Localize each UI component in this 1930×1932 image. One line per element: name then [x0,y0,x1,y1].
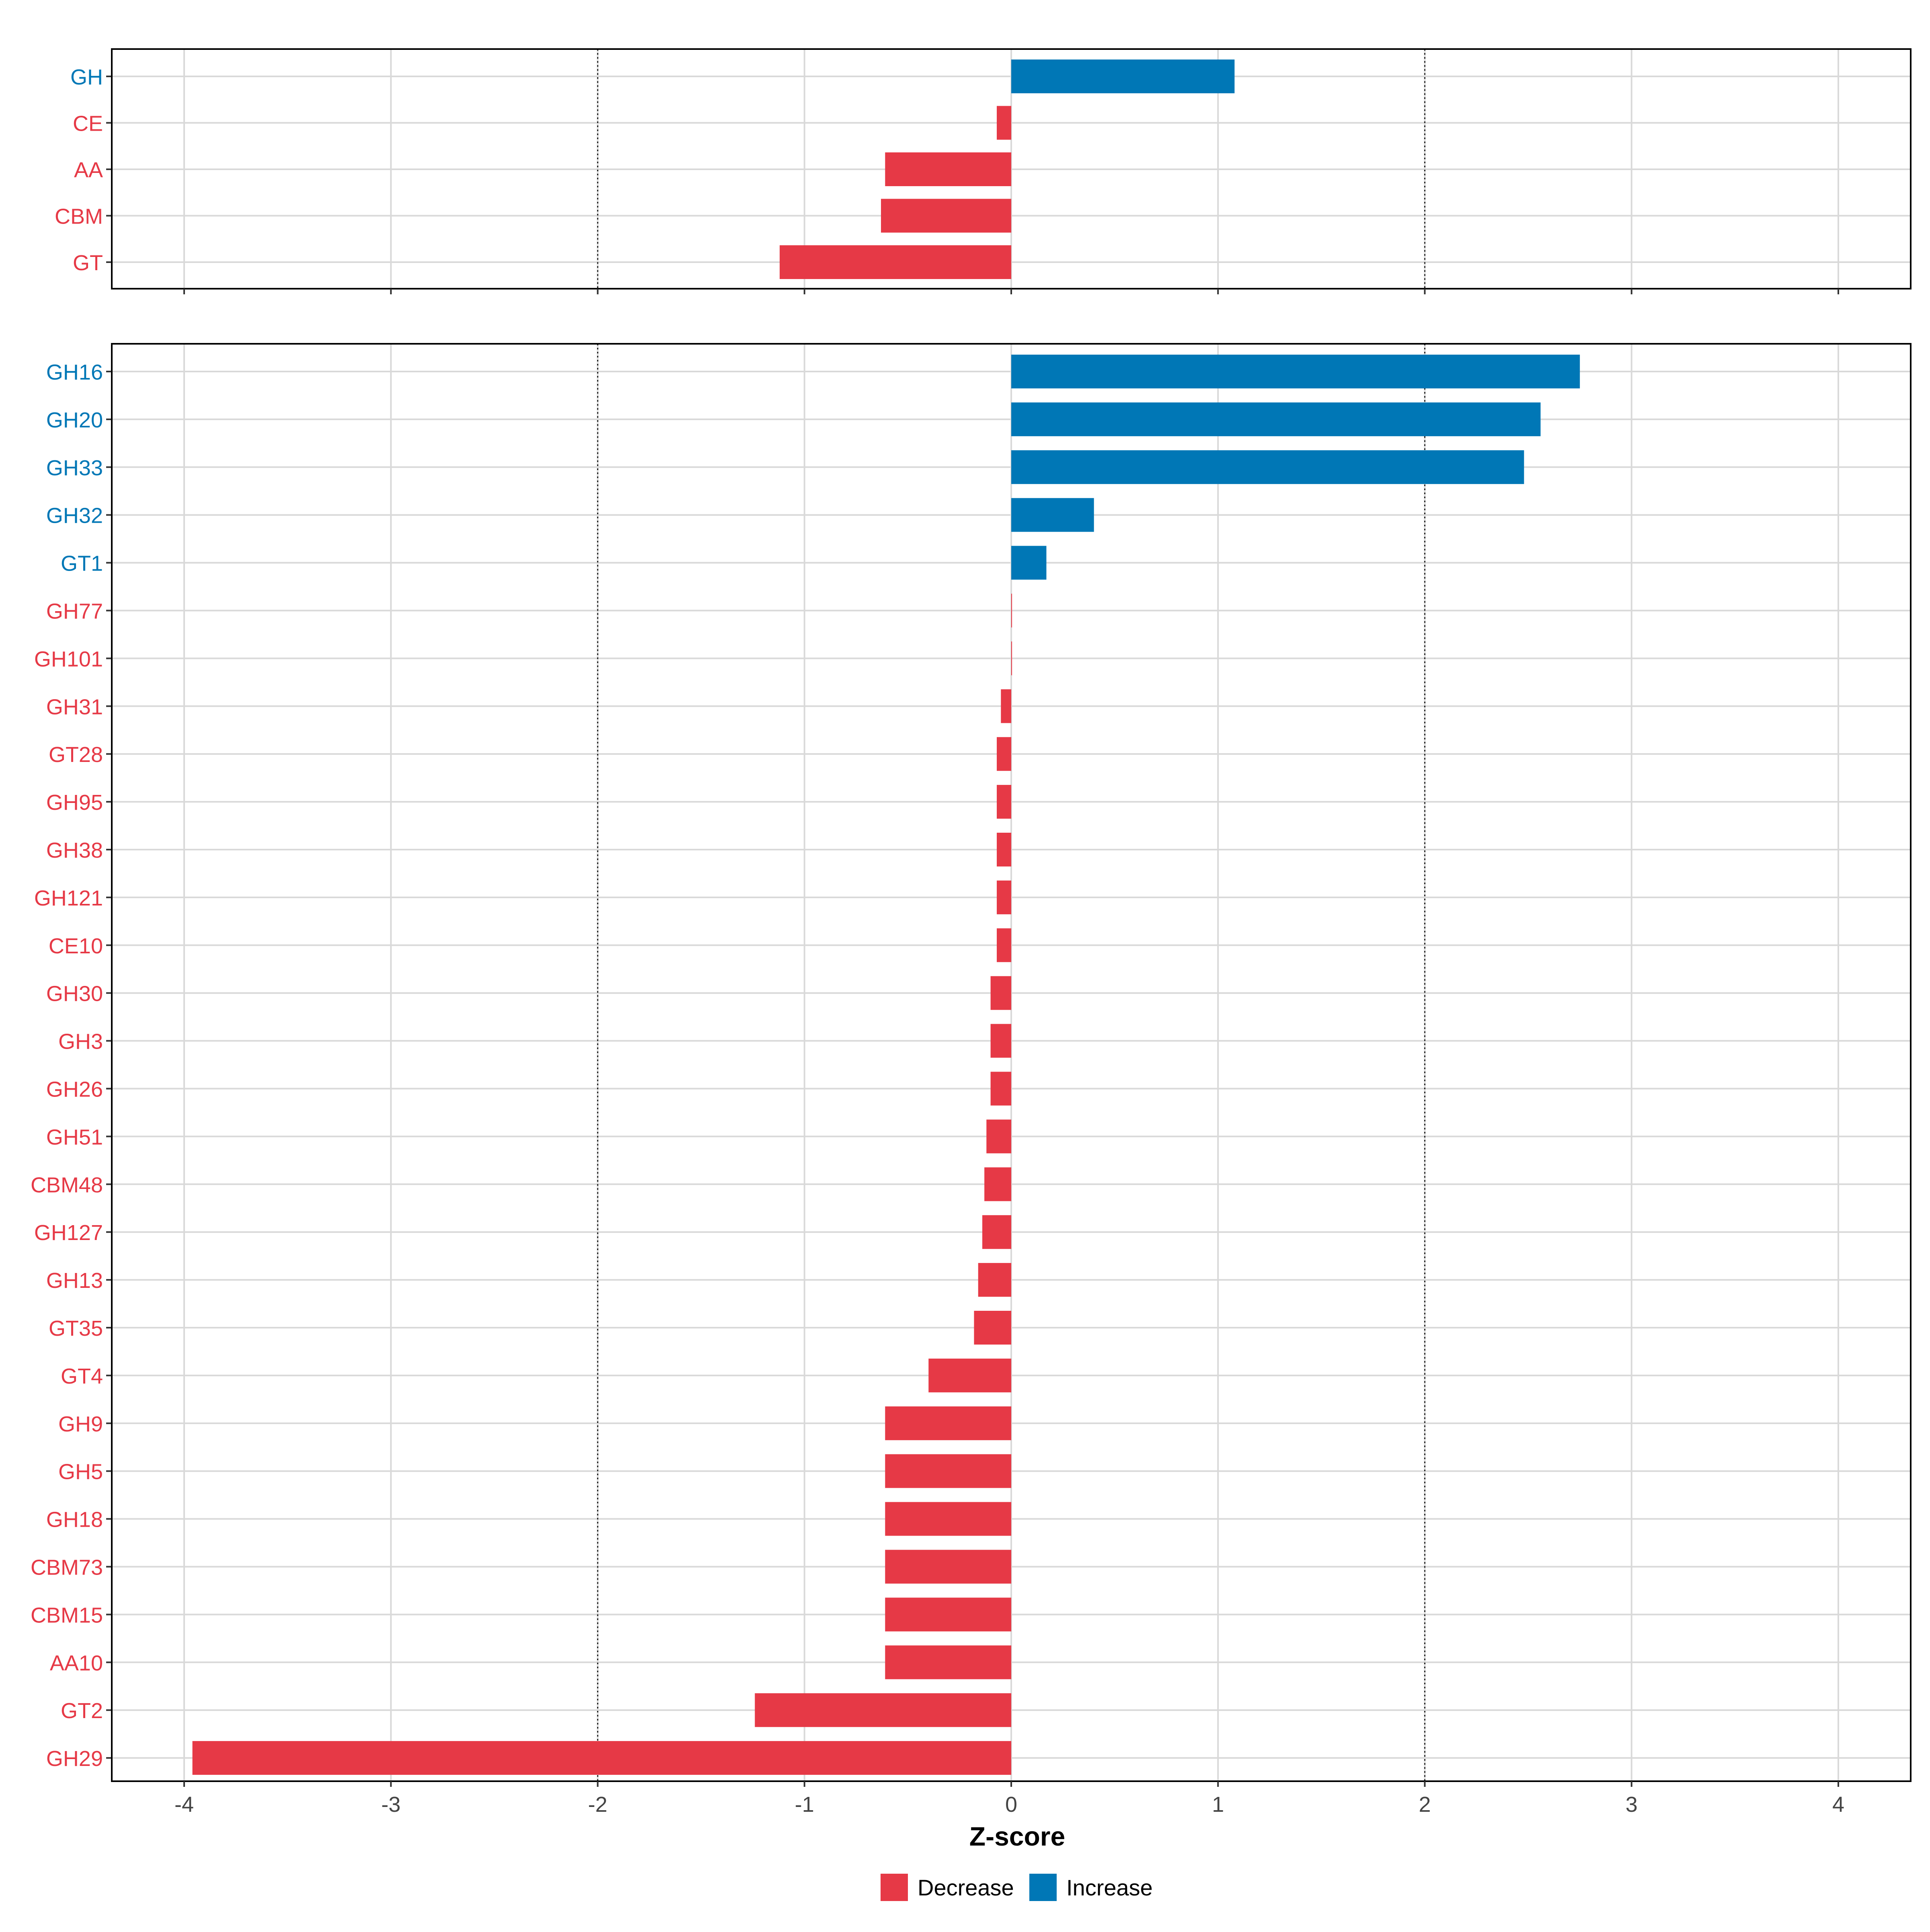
y-tick-label-cbm73: CBM73 [31,1556,103,1580]
bar-cbm15 [885,1597,1011,1632]
y-tick-label-cbm: CBM [55,205,103,229]
bar-aa10 [885,1645,1011,1679]
bar-gh31 [1001,689,1011,723]
bar-gh30 [990,976,1011,1010]
bar-gt35 [974,1311,1011,1345]
y-tick-label-gt1: GT1 [61,552,103,576]
y-tick-label-gh26: GH26 [46,1078,103,1102]
y-tick-label-cbm15: CBM15 [31,1603,103,1627]
y-tick-label-aa: AA [74,158,103,182]
y-tick-label-gh33: GH33 [46,456,103,480]
bar-gh101 [1011,641,1012,675]
y-tick-label-gh29: GH29 [46,1747,103,1771]
y-tick-label-gh121: GH121 [34,886,103,910]
y-tick-label-gh127: GH127 [34,1221,103,1245]
bar-gt4 [928,1358,1011,1392]
bar-gh95 [997,785,1011,819]
bar-cbm [881,199,1011,233]
y-tick-label-gh: GH [70,65,103,89]
y-tick-label-gh95: GH95 [46,790,103,815]
y-tick-label-gh31: GH31 [46,695,103,719]
bar-gh5 [885,1454,1011,1488]
x-tick-label: 1 [1212,1792,1224,1817]
y-tick-label-gh16: GH16 [46,360,103,384]
x-tick-label: -3 [381,1792,400,1817]
y-tick-label-aa10: AA10 [50,1651,103,1675]
y-tick-label-gh51: GH51 [46,1125,103,1149]
bar-gh13 [978,1263,1011,1297]
y-tick-label-gh13: GH13 [46,1269,103,1293]
bar-cbm48 [984,1167,1011,1201]
y-tick-label-gh30: GH30 [46,982,103,1006]
y-tick-label-ce10: CE10 [49,934,103,958]
bar-gh29 [192,1741,1012,1775]
bar-gh77 [1011,593,1012,628]
bar-gh3 [990,1024,1011,1058]
bar-gh121 [997,880,1011,914]
panel-families: GH16 GH20 GH33 GH32 GT1 GH77 GH101 GH31 GT28 GH95… [31,343,1912,1787]
panel-classes: GH CE AA CBM GT [55,48,1912,294]
y-tick-label-gh9: GH9 [58,1412,103,1436]
legend-label-decrease: Decrease [918,1875,1014,1900]
bar-gh33 [1011,450,1524,484]
legend-label-increase: Increase [1066,1875,1153,1900]
x-axis: -4 -3 -2 -1 0 1 2 3 4 [175,1792,1844,1817]
y-tick-label-gt2: GT2 [61,1699,103,1723]
x-tick-label: 0 [1005,1792,1017,1817]
bar-gh127 [982,1215,1011,1249]
x-tick-label: -1 [795,1792,814,1817]
bar-gt28 [997,737,1011,771]
y-tick-label-gh101: GH101 [34,647,103,671]
y-tick-label-gt35: GT35 [49,1316,103,1341]
y-tick-label-gh77: GH77 [46,600,103,624]
bar-gt [780,245,1011,279]
x-tick-label: -2 [588,1792,607,1817]
legend: Decrease Increase [881,1874,1153,1901]
bar-gh [1011,60,1235,93]
y-tick-label-cbm48: CBM48 [31,1173,103,1197]
bar-cbm73 [885,1550,1011,1584]
bar-gh38 [997,833,1011,866]
legend-swatch-decrease [881,1874,908,1901]
bar-ce [997,106,1011,140]
legend-swatch-increase [1029,1874,1057,1901]
y-tick-label-gt4: GT4 [61,1364,103,1388]
bar-gh32 [1011,498,1094,532]
x-tick-label: 4 [1832,1792,1844,1817]
y-tick-label-gh5: GH5 [58,1460,103,1484]
y-tick-label-gh38: GH38 [46,838,103,862]
y-tick-label-gh18: GH18 [46,1508,103,1532]
x-tick-label: 2 [1419,1792,1431,1817]
bar-gh18 [885,1502,1011,1536]
bar-gt1 [1011,546,1047,580]
y-tick-label-gt28: GT28 [49,743,103,767]
x-tick-label: 3 [1626,1792,1638,1817]
bar-gh20 [1011,402,1541,436]
y-tick-label-gh20: GH20 [46,408,103,432]
bar-aa [885,152,1011,186]
bar-gh51 [986,1119,1011,1154]
y-tick-label-gh3: GH3 [58,1030,103,1054]
y-tick-label-gt: GT [73,251,103,275]
y-tick-label-ce: CE [73,112,103,136]
bar-gt2 [755,1693,1011,1727]
bar-gh26 [990,1072,1011,1106]
bar-ce10 [997,928,1011,962]
bar-gh16 [1011,355,1580,388]
x-tick-label: -4 [175,1792,194,1817]
x-axis-title: Z-score [969,1821,1065,1851]
bar-gh9 [885,1406,1011,1440]
y-tick-label-gh32: GH32 [46,504,103,528]
